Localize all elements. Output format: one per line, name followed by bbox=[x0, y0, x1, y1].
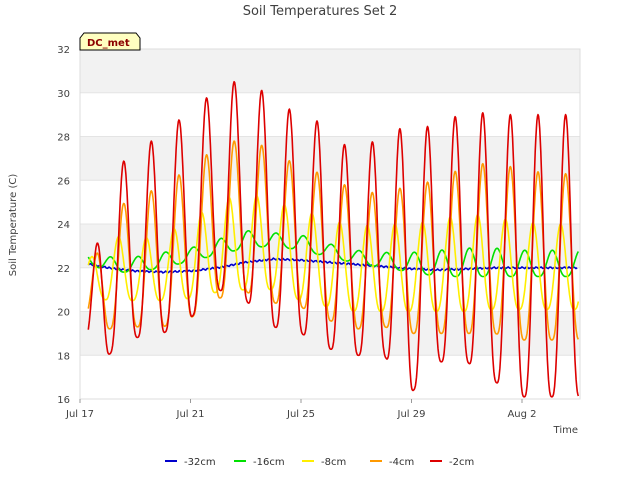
legend: -32cm -16cm -8cm -4cm -2cm bbox=[165, 457, 474, 468]
plot-bands bbox=[80, 49, 580, 399]
y-tick-label: 16 bbox=[57, 395, 70, 406]
x-tick-labels: Jul 17 Jul 21 Jul 25 Jul 29 Aug 2 bbox=[65, 399, 537, 420]
y-tick-label: 32 bbox=[57, 45, 70, 56]
plot-border bbox=[79, 48, 581, 400]
legend-label: -2cm bbox=[449, 457, 474, 468]
legend-label: -8cm bbox=[321, 457, 346, 468]
y-tick-label: 26 bbox=[57, 176, 70, 187]
legend-label: -4cm bbox=[389, 457, 414, 468]
y-tick-label: 22 bbox=[57, 264, 70, 275]
plot-band bbox=[80, 92, 580, 137]
plot-band bbox=[80, 136, 580, 181]
x-tick-label: Aug 2 bbox=[507, 409, 536, 420]
station-badge-box bbox=[79, 32, 141, 51]
plot-band bbox=[80, 180, 580, 224]
station-badge-label: DC_met bbox=[87, 38, 130, 49]
legend-label: -32cm bbox=[184, 457, 216, 468]
y-tick-label: 24 bbox=[57, 220, 70, 231]
series-layer bbox=[87, 80, 580, 398]
x-tick-label: Jul 25 bbox=[286, 409, 315, 420]
y-tick-label: 28 bbox=[57, 133, 70, 144]
chart-title: Soil Temperatures Set 2 bbox=[243, 4, 398, 19]
y-tick-label: 18 bbox=[57, 351, 70, 362]
y-tick-label: 20 bbox=[57, 308, 70, 319]
series-line-minus-32cm bbox=[87, 257, 578, 274]
plot-band bbox=[80, 49, 580, 93]
x-tick-label: Jul 17 bbox=[65, 409, 94, 420]
x-axis-label: Time bbox=[553, 425, 578, 436]
x-tick-label: Jul 21 bbox=[176, 409, 205, 420]
y-tick-label: 30 bbox=[57, 89, 70, 100]
plot-band bbox=[80, 355, 580, 399]
y-axis-label: Soil Temperature (C) bbox=[8, 174, 19, 277]
series-line-minus-8cm bbox=[87, 194, 580, 313]
x-tick-label: Jul 29 bbox=[397, 409, 426, 420]
series-line-minus-16cm bbox=[87, 230, 580, 278]
station-badge: DC_met bbox=[79, 32, 141, 51]
plot-band bbox=[80, 224, 580, 268]
series-line-minus-2cm bbox=[87, 80, 580, 398]
y-tick-labels: 16 18 20 22 24 26 28 30 32 bbox=[57, 45, 70, 406]
legend-label: -16cm bbox=[253, 457, 285, 468]
